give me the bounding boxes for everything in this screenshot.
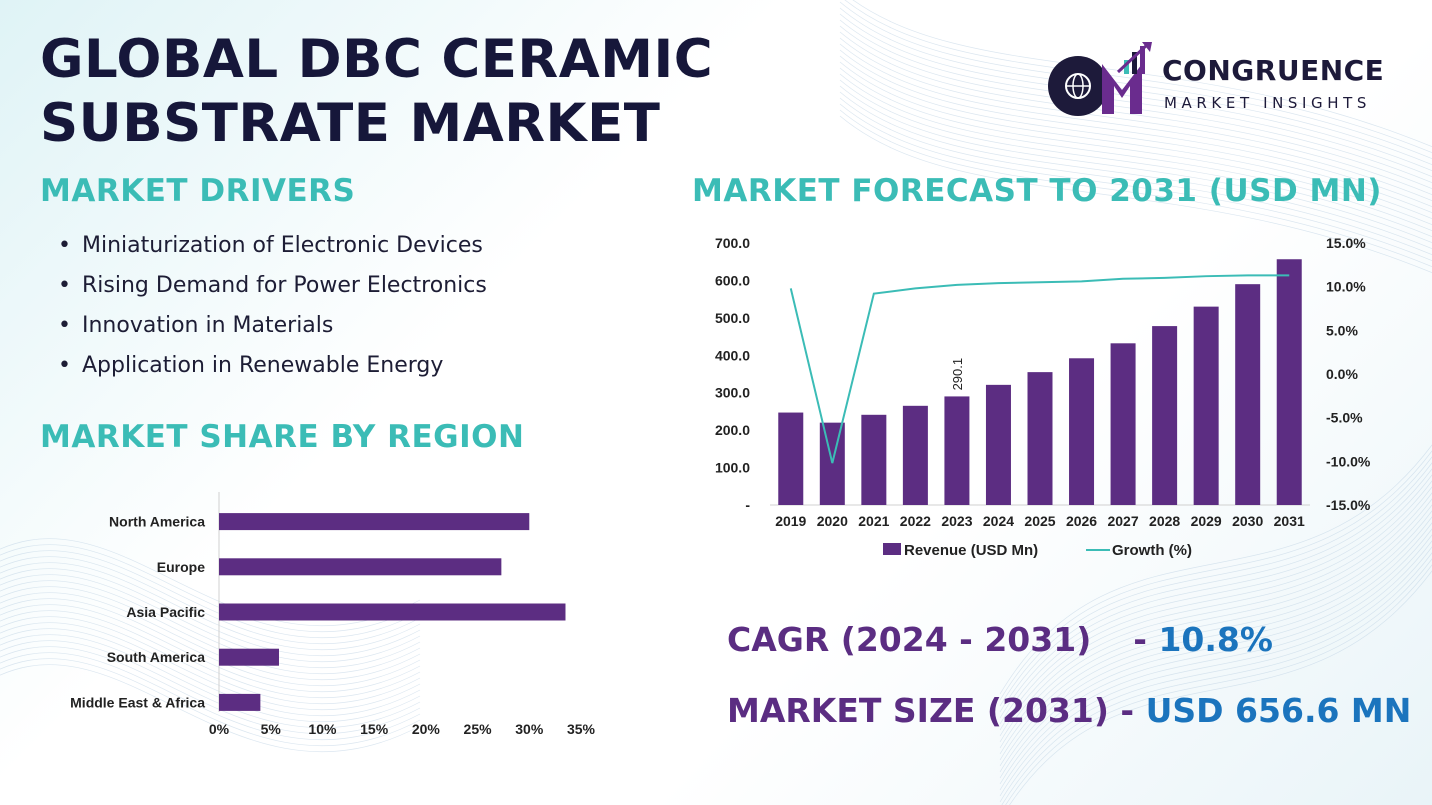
region-label: North America bbox=[109, 514, 205, 530]
legend-swatch-revenue bbox=[883, 543, 901, 555]
left-tick-label: 600.0 bbox=[715, 272, 750, 288]
x-tick-label: 2030 bbox=[1232, 513, 1263, 529]
region-bar bbox=[219, 513, 530, 531]
right-tick-label: -10.0% bbox=[1326, 453, 1371, 469]
left-tick-label: 400.0 bbox=[715, 347, 750, 363]
revenue-bar bbox=[1276, 259, 1302, 505]
revenue-bar bbox=[861, 414, 887, 505]
region-label: South America bbox=[107, 649, 205, 665]
x-tick-label: 2028 bbox=[1149, 513, 1180, 529]
revenue-bar bbox=[1152, 326, 1178, 505]
x-tick-label: 25% bbox=[464, 721, 493, 737]
x-tick-label: 35% bbox=[567, 721, 596, 737]
company-logo: CONGRUENCE MARKET INSIGHTS bbox=[1044, 42, 1404, 122]
x-tick-label: 2025 bbox=[1024, 513, 1055, 529]
legend-label-growth: Growth (%) bbox=[1112, 542, 1192, 559]
title-line-2: SUBSTRATE MARKET bbox=[40, 93, 661, 154]
logo-mark bbox=[1048, 42, 1152, 116]
x-tick-label: 2027 bbox=[1107, 513, 1138, 529]
cagr-stat: CAGR (2024 - 2031) - 10.8% bbox=[727, 620, 1273, 659]
drivers-list: • Miniaturization of Electronic Devices •… bbox=[58, 228, 487, 388]
x-tick-label: 2026 bbox=[1066, 513, 1097, 529]
market-size-stat: MARKET SIZE (2031) - USD 656.6 MN bbox=[727, 691, 1411, 730]
left-tick-label: 100.0 bbox=[715, 460, 750, 476]
region-bar bbox=[219, 648, 279, 666]
region-bar bbox=[219, 603, 566, 621]
region-share-chart: North America Europe Asia Pacific South Ame… bbox=[70, 492, 596, 737]
left-tick-label: 700.0 bbox=[715, 235, 750, 251]
left-tick-label: - bbox=[745, 497, 750, 513]
forecast-heading: MARKET FORECAST TO 2031 (USD MN) bbox=[692, 173, 1382, 209]
x-tick-label: 2023 bbox=[941, 513, 972, 529]
region-heading: MARKET SHARE BY REGION bbox=[40, 419, 525, 455]
cagr-label: CAGR (2024 - 2031) bbox=[727, 620, 1092, 659]
market-size-separator: - bbox=[1108, 691, 1146, 730]
x-tick-label: 2021 bbox=[858, 513, 889, 529]
left-tick-label: 500.0 bbox=[715, 310, 750, 326]
right-tick-label: -5.0% bbox=[1326, 410, 1363, 426]
forecast-chart: - 100.0 200.0 300.0 400.0 500.0 600.0 700.0 -15.… bbox=[715, 235, 1371, 559]
market-size-value: USD 656.6 MN bbox=[1145, 691, 1412, 730]
right-tick-label: -15.0% bbox=[1326, 497, 1371, 513]
x-tick-label: 2019 bbox=[775, 513, 806, 529]
x-tick-label: 5% bbox=[261, 721, 282, 737]
region-label: Middle East & Africa bbox=[70, 694, 205, 710]
revenue-bar bbox=[1069, 358, 1095, 505]
left-tick-label: 200.0 bbox=[715, 422, 750, 438]
region-label: Europe bbox=[157, 559, 205, 575]
revenue-bar bbox=[819, 422, 845, 505]
x-tick-label: 30% bbox=[515, 721, 544, 737]
right-tick-label: 0.0% bbox=[1326, 366, 1358, 382]
x-tick-label: 15% bbox=[360, 721, 389, 737]
logo-name: CONGRUENCE bbox=[1162, 54, 1385, 87]
revenue-bar bbox=[1235, 284, 1261, 505]
cagr-separator: - bbox=[1133, 620, 1159, 659]
left-tick-label: 300.0 bbox=[715, 385, 750, 401]
x-tick-label: 2029 bbox=[1191, 513, 1222, 529]
region-label: Asia Pacific bbox=[126, 604, 205, 620]
revenue-bar bbox=[902, 405, 928, 505]
x-tick-label: 0% bbox=[209, 721, 230, 737]
driver-item: • Rising Demand for Power Electronics bbox=[58, 273, 487, 298]
x-tick-label: 2031 bbox=[1274, 513, 1305, 529]
legend-label-revenue: Revenue (USD Mn) bbox=[904, 542, 1038, 559]
x-tick-label: 10% bbox=[308, 721, 337, 737]
right-tick-label: 5.0% bbox=[1326, 322, 1358, 338]
revenue-bar bbox=[1027, 372, 1053, 505]
x-tick-label: 20% bbox=[412, 721, 441, 737]
region-bar bbox=[219, 558, 502, 576]
x-tick-label: 2020 bbox=[817, 513, 848, 529]
driver-item: • Miniaturization of Electronic Devices bbox=[58, 233, 483, 258]
right-tick-label: 15.0% bbox=[1326, 235, 1366, 251]
title-line-1: GLOBAL DBC CERAMIC bbox=[40, 29, 714, 90]
revenue-bar bbox=[985, 384, 1011, 505]
market-size-label: MARKET SIZE (2031) bbox=[727, 691, 1109, 730]
drivers-heading: MARKET DRIVERS bbox=[40, 173, 356, 209]
driver-item: • Application in Renewable Energy bbox=[58, 353, 444, 378]
x-tick-label: 2024 bbox=[983, 513, 1014, 529]
cagr-value: 10.8% bbox=[1158, 620, 1273, 659]
logo-subtitle: MARKET INSIGHTS bbox=[1164, 94, 1372, 112]
revenue-bar bbox=[778, 412, 804, 505]
page-title: GLOBAL DBC CERAMIC SUBSTRATE MARKET bbox=[40, 28, 713, 156]
revenue-bar bbox=[1193, 306, 1219, 505]
revenue-bar bbox=[944, 396, 970, 505]
region-bar bbox=[219, 693, 261, 711]
revenue-bar bbox=[1110, 343, 1136, 505]
driver-item: • Innovation in Materials bbox=[58, 313, 334, 338]
data-label: 290.1 bbox=[950, 358, 965, 391]
x-tick-label: 2022 bbox=[900, 513, 931, 529]
right-tick-label: 10.0% bbox=[1326, 279, 1366, 295]
